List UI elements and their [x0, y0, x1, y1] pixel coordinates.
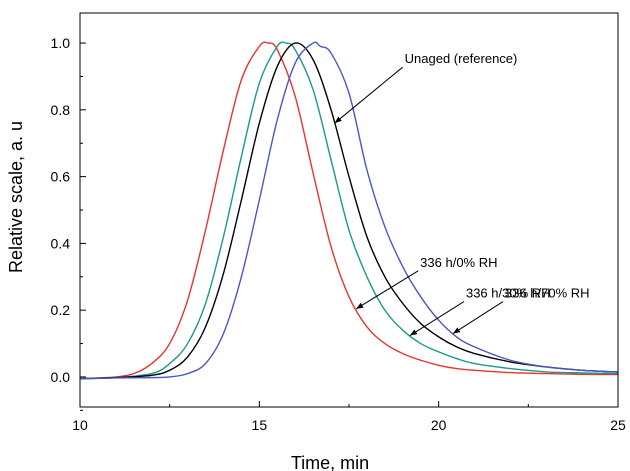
series-line-1 [79, 41, 619, 380]
axes-frame: 10 15 20 25 0.0 0.2 0.4 0.6 0.8 1.0 [51, 12, 626, 433]
y-tick-label: 0.2 [51, 302, 71, 318]
y-tick-label: 0.8 [51, 102, 71, 118]
annotation-arrow [334, 66, 403, 124]
annotation-label: 336 h/0% RH [420, 255, 497, 270]
annotation-arrow [452, 301, 504, 334]
plot-lines [79, 41, 619, 380]
annotations: Unaged (reference) 336 h/0% RH 336 h/30% R… [334, 51, 590, 336]
x-tick-label: 15 [252, 417, 268, 433]
y-tick-label: 0.6 [51, 169, 71, 185]
y-tick-label: 0.0 [51, 369, 71, 385]
annotation-label: Unaged (reference) [405, 51, 518, 66]
x-tick-label: 25 [610, 417, 626, 433]
series-line-0 [79, 41, 619, 380]
annotation-arrow [355, 270, 419, 310]
x-tick-label: 10 [72, 417, 88, 433]
x-tick-label: 20 [431, 417, 447, 433]
y-axis-title: Relative scale, a. u [6, 121, 26, 273]
series-line-2 [79, 42, 619, 380]
plot-frame [79, 12, 619, 408]
annotation-label: 336 h/30% RH [466, 286, 551, 301]
annotation-arrow [409, 301, 465, 336]
y-tick-label: 1.0 [51, 35, 71, 51]
y-tick-label: 0.4 [51, 235, 71, 251]
x-axis-title: Time, min [291, 453, 369, 471]
series-line-3 [79, 41, 619, 380]
annotation-label: 336 h/70% RH [505, 286, 590, 301]
